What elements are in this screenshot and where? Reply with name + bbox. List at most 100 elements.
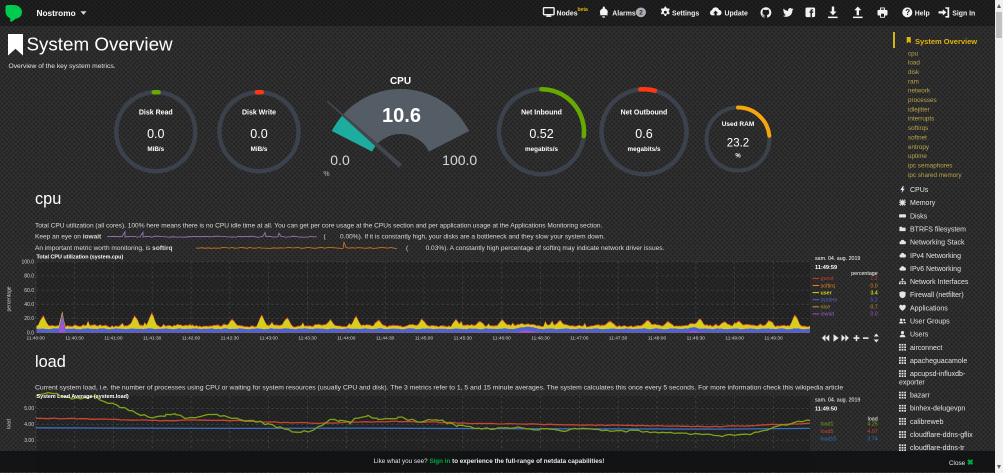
svg-text:40.0: 40.0 bbox=[24, 302, 34, 308]
svg-text:ipc semaphores: ipc semaphores bbox=[908, 163, 952, 170]
svg-text:10.6: 10.6 bbox=[382, 105, 421, 127]
svg-text:Current system load, i.e. the: Current system load, i.e. the number of … bbox=[35, 384, 843, 391]
svg-text:100.0: 100.0 bbox=[442, 152, 477, 168]
svg-text:ram: ram bbox=[908, 78, 919, 85]
svg-text:Net Inbound: Net Inbound bbox=[521, 110, 562, 117]
svg-text:load5: load5 bbox=[821, 429, 834, 435]
svg-text:(: ( bbox=[406, 245, 409, 252]
svg-text:Used RAM: Used RAM bbox=[722, 121, 755, 128]
svg-text:11:47:00: 11:47:00 bbox=[570, 335, 589, 341]
svg-text:bazarr: bazarr bbox=[910, 393, 931, 400]
svg-text:Settings: Settings bbox=[672, 10, 699, 17]
svg-text:network: network bbox=[908, 88, 931, 95]
svg-text:airconnect: airconnect bbox=[910, 345, 942, 352]
svg-text:(: ( bbox=[324, 234, 327, 241]
svg-text:Firewall (netfilter): Firewall (netfilter) bbox=[910, 292, 964, 299]
svg-text:sam. 04. aug. 2019: sam. 04. aug. 2019 bbox=[815, 398, 860, 404]
svg-text:idlejitter: idlejitter bbox=[908, 106, 930, 113]
svg-text:11:48:30: 11:48:30 bbox=[687, 335, 706, 341]
svg-text:Users: Users bbox=[910, 332, 929, 339]
svg-text:11:47:30: 11:47:30 bbox=[609, 335, 628, 341]
svg-text:System Overview: System Overview bbox=[27, 34, 174, 55]
svg-text:percentage: percentage bbox=[7, 286, 13, 311]
svg-text:11:40:00: 11:40:00 bbox=[27, 335, 46, 341]
svg-text:CPUs: CPUs bbox=[910, 187, 929, 194]
svg-text:5.00: 5.00 bbox=[24, 406, 34, 412]
svg-text:Update: Update bbox=[725, 10, 749, 17]
svg-text:11:45:30: 11:45:30 bbox=[454, 335, 473, 341]
svg-text:entropy: entropy bbox=[908, 144, 930, 151]
svg-text:Memory: Memory bbox=[910, 200, 936, 207]
svg-text:iowait: iowait bbox=[821, 312, 835, 318]
svg-text:CPU: CPU bbox=[390, 76, 411, 87]
svg-text:System Overview: System Overview bbox=[915, 37, 977, 46]
svg-text:Sign In: Sign In bbox=[952, 10, 975, 17]
svg-text:11:49:50: 11:49:50 bbox=[815, 406, 837, 412]
svg-text:Net Outbound: Net Outbound bbox=[621, 110, 668, 117]
svg-text:binhex-delugevpn: binhex-delugevpn bbox=[910, 406, 965, 413]
svg-text:11:44:30: 11:44:30 bbox=[376, 335, 395, 341]
svg-text:11:42:30: 11:42:30 bbox=[221, 335, 240, 341]
svg-text:11:49:59: 11:49:59 bbox=[815, 265, 837, 271]
svg-text:?: ? bbox=[905, 8, 910, 17]
svg-text:MiB/s: MiB/s bbox=[251, 146, 268, 153]
svg-text:system: system bbox=[821, 298, 838, 304]
svg-text:apacheguacamole: apacheguacamole bbox=[910, 358, 967, 365]
svg-text:megabits/s: megabits/s bbox=[525, 146, 558, 153]
svg-text:Alarms: Alarms bbox=[612, 10, 636, 17]
svg-text:11:49:30: 11:49:30 bbox=[764, 335, 783, 341]
svg-text:11:48:00: 11:48:00 bbox=[648, 335, 667, 341]
svg-text:11:40:30: 11:40:30 bbox=[65, 335, 84, 341]
svg-text:3.4: 3.4 bbox=[870, 290, 877, 296]
svg-text:ipc shared memory: ipc shared memory bbox=[908, 172, 962, 179]
svg-text:user: user bbox=[821, 290, 832, 296]
svg-text:cloudflare-ddns-gflix: cloudflare-ddns-gflix bbox=[910, 432, 973, 439]
svg-text:load: load bbox=[868, 417, 878, 423]
svg-text:%: % bbox=[323, 171, 329, 178]
svg-text:apcupsd-influxdb-: apcupsd-influxdb- bbox=[910, 371, 966, 378]
svg-text:softirqs: softirqs bbox=[908, 125, 928, 132]
svg-text:100.0: 100.0 bbox=[21, 260, 34, 266]
svg-text:3.00: 3.00 bbox=[24, 438, 34, 444]
svg-text:IPv6 Networking: IPv6 Networking bbox=[910, 266, 961, 273]
svg-text:4.25: 4.25 bbox=[867, 421, 877, 427]
svg-text:softnet: softnet bbox=[908, 134, 927, 141]
svg-text:Total CPU utilization (system.: Total CPU utilization (system.cpu) bbox=[37, 254, 124, 260]
svg-text:Overview of the key system met: Overview of the key system metrics. bbox=[9, 63, 116, 70]
svg-text:20.0: 20.0 bbox=[24, 316, 34, 322]
svg-text:0.0: 0.0 bbox=[250, 127, 267, 141]
svg-text:disk: disk bbox=[908, 69, 920, 76]
svg-text:0.7: 0.7 bbox=[870, 305, 877, 311]
svg-text:11:42:00: 11:42:00 bbox=[182, 335, 201, 341]
svg-text:User Groups: User Groups bbox=[910, 319, 950, 326]
svg-text:80.0: 80.0 bbox=[24, 274, 34, 280]
svg-text:Nostromo: Nostromo bbox=[37, 8, 76, 18]
svg-text:0.0: 0.0 bbox=[27, 330, 34, 336]
svg-text:load: load bbox=[7, 419, 13, 429]
svg-text:exporter: exporter bbox=[899, 380, 925, 387]
svg-text:Disk Read: Disk Read bbox=[139, 110, 173, 117]
svg-text:uptime: uptime bbox=[908, 153, 927, 160]
svg-text:Disk Write: Disk Write bbox=[242, 110, 276, 117]
svg-text:0.0: 0.0 bbox=[147, 127, 164, 141]
svg-text:guest: guest bbox=[821, 276, 834, 282]
svg-text:0.0: 0.0 bbox=[870, 312, 877, 318]
svg-text:60.0: 60.0 bbox=[24, 288, 34, 294]
svg-text:processes: processes bbox=[908, 97, 937, 104]
svg-text:4.07: 4.07 bbox=[867, 429, 877, 435]
svg-text:11:43:30: 11:43:30 bbox=[298, 335, 317, 341]
svg-text:sam. 04. aug. 2019: sam. 04. aug. 2019 bbox=[815, 256, 860, 262]
svg-text:Network Interfaces: Network Interfaces bbox=[910, 279, 969, 286]
svg-text:BTRFS filesystem: BTRFS filesystem bbox=[910, 227, 966, 234]
svg-text:Total CPU utilization (all cor: Total CPU utilization (all cores). 100% … bbox=[35, 223, 603, 230]
svg-text:0.0: 0.0 bbox=[870, 283, 877, 289]
svg-text:0.00%). If it is constantly hi: 0.00%). If it is constantly high, your d… bbox=[340, 234, 605, 241]
svg-text:IPv4 Networking: IPv4 Networking bbox=[910, 253, 961, 260]
svg-text:11:45:00: 11:45:00 bbox=[415, 335, 434, 341]
svg-text:Networking Stack: Networking Stack bbox=[910, 240, 965, 247]
svg-text:Applications: Applications bbox=[910, 305, 948, 312]
svg-text:Keep an eye on iowait: Keep an eye on iowait bbox=[35, 234, 102, 241]
svg-text:1.2: 1.2 bbox=[870, 276, 877, 282]
svg-text:softirq: softirq bbox=[821, 283, 835, 289]
svg-text:MiB/s: MiB/s bbox=[147, 146, 164, 153]
